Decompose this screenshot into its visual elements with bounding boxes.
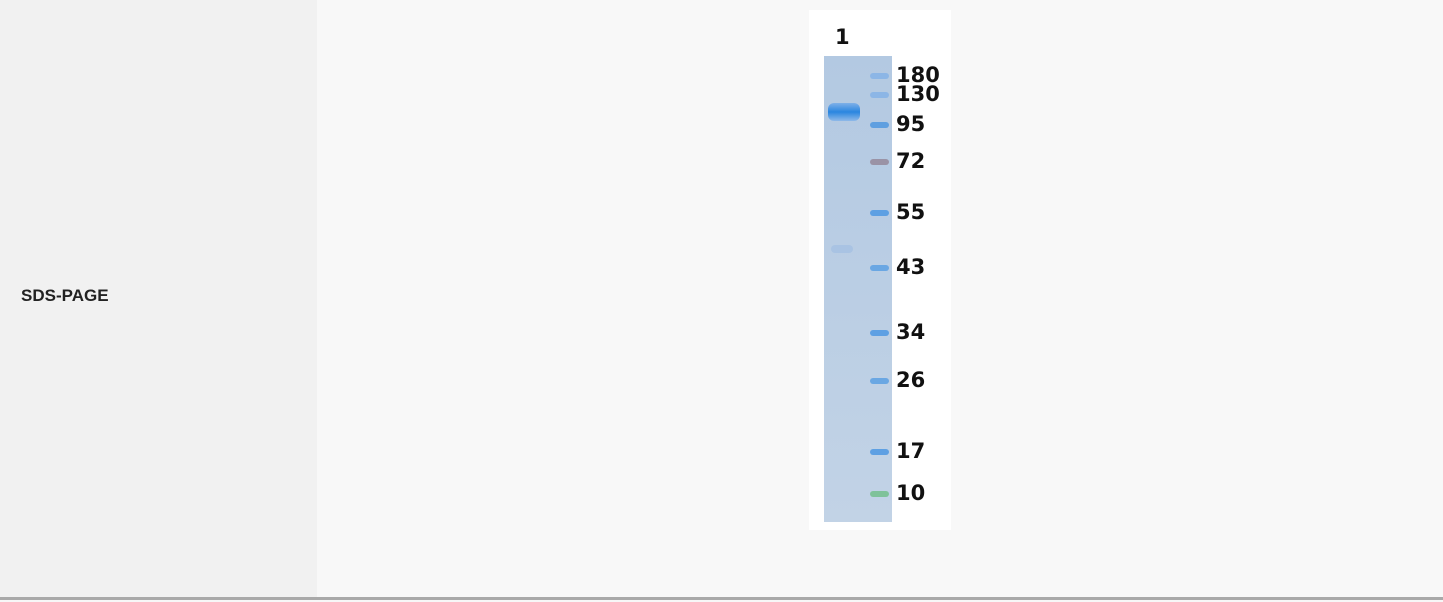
marker-band bbox=[870, 122, 889, 128]
marker-label: 95 bbox=[896, 112, 925, 136]
marker-band bbox=[870, 378, 889, 384]
marker-label: 26 bbox=[896, 368, 925, 392]
marker-band bbox=[870, 330, 889, 336]
page: SDS-PAGE 1 1801309572554334261710 (() =>… bbox=[0, 0, 1443, 602]
marker-label: 72 bbox=[896, 149, 925, 173]
marker-label: 17 bbox=[896, 439, 925, 463]
marker-band bbox=[870, 92, 889, 98]
marker-band bbox=[870, 265, 889, 271]
sample-band bbox=[828, 103, 860, 121]
row-label: SDS-PAGE bbox=[21, 286, 109, 306]
marker-label: 55 bbox=[896, 200, 925, 224]
marker-label: 10 bbox=[896, 481, 925, 505]
lane-label: 1 bbox=[835, 25, 850, 49]
sample-band-faint bbox=[831, 245, 853, 253]
marker-label: 130 bbox=[896, 82, 940, 106]
marker-band bbox=[870, 159, 889, 165]
marker-band bbox=[870, 449, 889, 455]
row-border bbox=[0, 597, 1443, 600]
marker-band bbox=[870, 210, 889, 216]
label-cell: SDS-PAGE bbox=[0, 0, 317, 597]
marker-label: 34 bbox=[896, 320, 925, 344]
marker-band bbox=[870, 491, 889, 497]
marker-band bbox=[870, 73, 889, 79]
marker-label: 43 bbox=[896, 255, 925, 279]
